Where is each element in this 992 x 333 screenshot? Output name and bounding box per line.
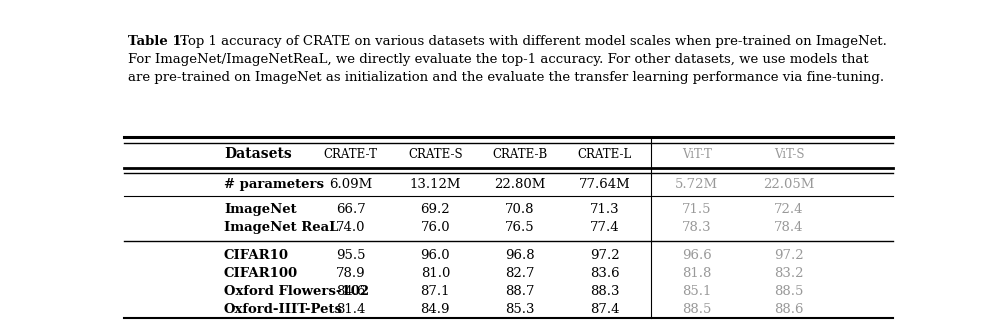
Text: 95.5: 95.5 [336, 249, 365, 262]
Text: 71.5: 71.5 [682, 203, 711, 216]
Text: CIFAR100: CIFAR100 [224, 267, 298, 280]
Text: 76.5: 76.5 [505, 221, 535, 234]
Text: ViT-T: ViT-T [682, 148, 711, 161]
Text: ImageNet ReaL: ImageNet ReaL [224, 221, 338, 234]
Text: 85.1: 85.1 [682, 285, 711, 298]
Text: 5.72M: 5.72M [676, 178, 718, 191]
Text: 81.0: 81.0 [421, 267, 450, 280]
Text: 96.0: 96.0 [421, 249, 450, 262]
Text: 87.4: 87.4 [590, 303, 619, 316]
Text: # parameters: # parameters [224, 178, 324, 191]
Text: For ImageNet/ImageNetReaL, we directly evaluate the top-1 accuracy. For other da: For ImageNet/ImageNetReaL, we directly e… [128, 53, 868, 66]
Text: CIFAR10: CIFAR10 [224, 249, 289, 262]
Text: 97.2: 97.2 [774, 249, 804, 262]
Text: 72.4: 72.4 [775, 203, 804, 216]
Text: 81.8: 81.8 [682, 267, 711, 280]
Text: 70.8: 70.8 [505, 203, 535, 216]
Text: Oxford-IIIT-Pets: Oxford-IIIT-Pets [224, 303, 343, 316]
Text: CRATE-S: CRATE-S [408, 148, 462, 161]
Text: 84.6: 84.6 [336, 285, 365, 298]
Text: CRATE-B: CRATE-B [492, 148, 548, 161]
Text: 84.9: 84.9 [421, 303, 450, 316]
Text: 78.9: 78.9 [336, 267, 366, 280]
Text: 22.05M: 22.05M [763, 178, 814, 191]
Text: CRATE-T: CRATE-T [323, 148, 378, 161]
Text: 88.3: 88.3 [590, 285, 619, 298]
Text: 97.2: 97.2 [589, 249, 619, 262]
Text: ImageNet: ImageNet [224, 203, 297, 216]
Text: 82.7: 82.7 [505, 267, 535, 280]
Text: 22.80M: 22.80M [494, 178, 546, 191]
Text: Datasets: Datasets [224, 147, 292, 161]
Text: 83.2: 83.2 [775, 267, 804, 280]
Text: 96.8: 96.8 [505, 249, 535, 262]
Text: 78.3: 78.3 [682, 221, 711, 234]
Text: 96.6: 96.6 [682, 249, 711, 262]
Text: 66.7: 66.7 [336, 203, 366, 216]
Text: 88.5: 88.5 [775, 285, 804, 298]
Text: 74.0: 74.0 [336, 221, 365, 234]
Text: 71.3: 71.3 [589, 203, 619, 216]
Text: 83.6: 83.6 [589, 267, 619, 280]
Text: 85.3: 85.3 [505, 303, 535, 316]
Text: Top 1 accuracy of CRATE on various datasets with different model scales when pre: Top 1 accuracy of CRATE on various datas… [176, 35, 887, 48]
Text: Table 1:: Table 1: [128, 35, 186, 48]
Text: Oxford Flowers-102: Oxford Flowers-102 [224, 285, 369, 298]
Text: 81.4: 81.4 [336, 303, 365, 316]
Text: 87.1: 87.1 [421, 285, 450, 298]
Text: 76.0: 76.0 [421, 221, 450, 234]
Text: 78.4: 78.4 [775, 221, 804, 234]
Text: 6.09M: 6.09M [329, 178, 372, 191]
Text: 77.64M: 77.64M [578, 178, 630, 191]
Text: 88.6: 88.6 [775, 303, 804, 316]
Text: 88.7: 88.7 [505, 285, 535, 298]
Text: 88.5: 88.5 [682, 303, 711, 316]
Text: 13.12M: 13.12M [410, 178, 461, 191]
Text: 77.4: 77.4 [589, 221, 619, 234]
Text: are pre-trained on ImageNet as initialization and the evaluate the transfer lear: are pre-trained on ImageNet as initializ… [128, 71, 884, 84]
Text: 69.2: 69.2 [421, 203, 450, 216]
Text: CRATE-L: CRATE-L [577, 148, 632, 161]
Text: ViT-S: ViT-S [774, 148, 805, 161]
